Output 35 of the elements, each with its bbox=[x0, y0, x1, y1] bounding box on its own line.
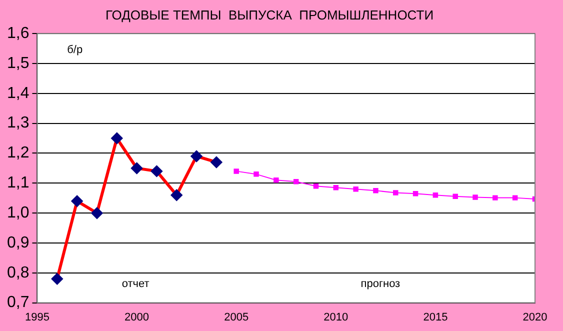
annotation: отчет bbox=[122, 278, 150, 290]
point bbox=[492, 195, 498, 200]
x-tick-label: 2020 bbox=[522, 311, 548, 324]
y-tick-label: 1,2 bbox=[6, 144, 30, 162]
point bbox=[512, 195, 518, 200]
chart-title: ГОДОВЫЕ ТЕМПЫ ВЫПУСКА ПРОМЫШЛЕННОСТИ bbox=[105, 7, 434, 22]
x-tick-label: 2015 bbox=[423, 311, 448, 324]
y-tick-label: 0,8 bbox=[6, 264, 30, 282]
x-tick-label: 1995 bbox=[25, 311, 50, 324]
point bbox=[313, 184, 319, 189]
y-tick-label: 1,4 bbox=[6, 84, 30, 102]
point bbox=[393, 190, 398, 196]
y-tick-label: 1,1 bbox=[6, 174, 30, 192]
point bbox=[274, 178, 279, 183]
point bbox=[432, 192, 438, 198]
y-tick-label: 1,3 bbox=[6, 114, 30, 132]
y-tick-label: 1,6 bbox=[6, 25, 30, 42]
x-tick-label: 2005 bbox=[224, 311, 249, 324]
point bbox=[353, 186, 358, 192]
annotation: б/р bbox=[67, 44, 83, 56]
point bbox=[234, 168, 239, 174]
point bbox=[412, 191, 418, 196]
y-tick-label: 1,5 bbox=[6, 54, 30, 72]
point bbox=[333, 185, 339, 190]
point bbox=[293, 179, 299, 184]
x-tick-label: 2000 bbox=[124, 311, 150, 324]
y-tick-label: 1,0 bbox=[6, 204, 30, 222]
y-tick-label: 0,7 bbox=[6, 294, 30, 312]
y-tick-label: 0,9 bbox=[6, 234, 30, 252]
point bbox=[373, 188, 378, 194]
x-tick-label: 2010 bbox=[324, 311, 348, 324]
point bbox=[254, 172, 259, 177]
annotation: прогноз bbox=[360, 278, 400, 290]
point bbox=[452, 194, 458, 199]
point bbox=[472, 194, 478, 200]
